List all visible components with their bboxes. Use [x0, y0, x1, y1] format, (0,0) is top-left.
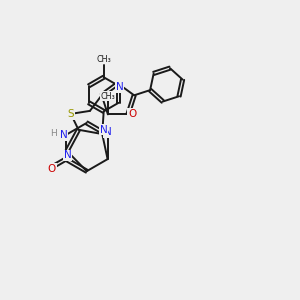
Text: N: N: [60, 130, 67, 140]
Text: N: N: [64, 150, 71, 161]
Text: N: N: [116, 82, 123, 92]
Text: N: N: [104, 127, 112, 137]
Text: O: O: [128, 109, 136, 119]
Text: CH₃: CH₃: [96, 55, 111, 64]
Text: N: N: [100, 124, 108, 135]
Text: O: O: [48, 164, 56, 174]
Text: CH₃: CH₃: [100, 92, 115, 100]
Text: S: S: [68, 109, 74, 119]
Text: H: H: [50, 129, 57, 138]
